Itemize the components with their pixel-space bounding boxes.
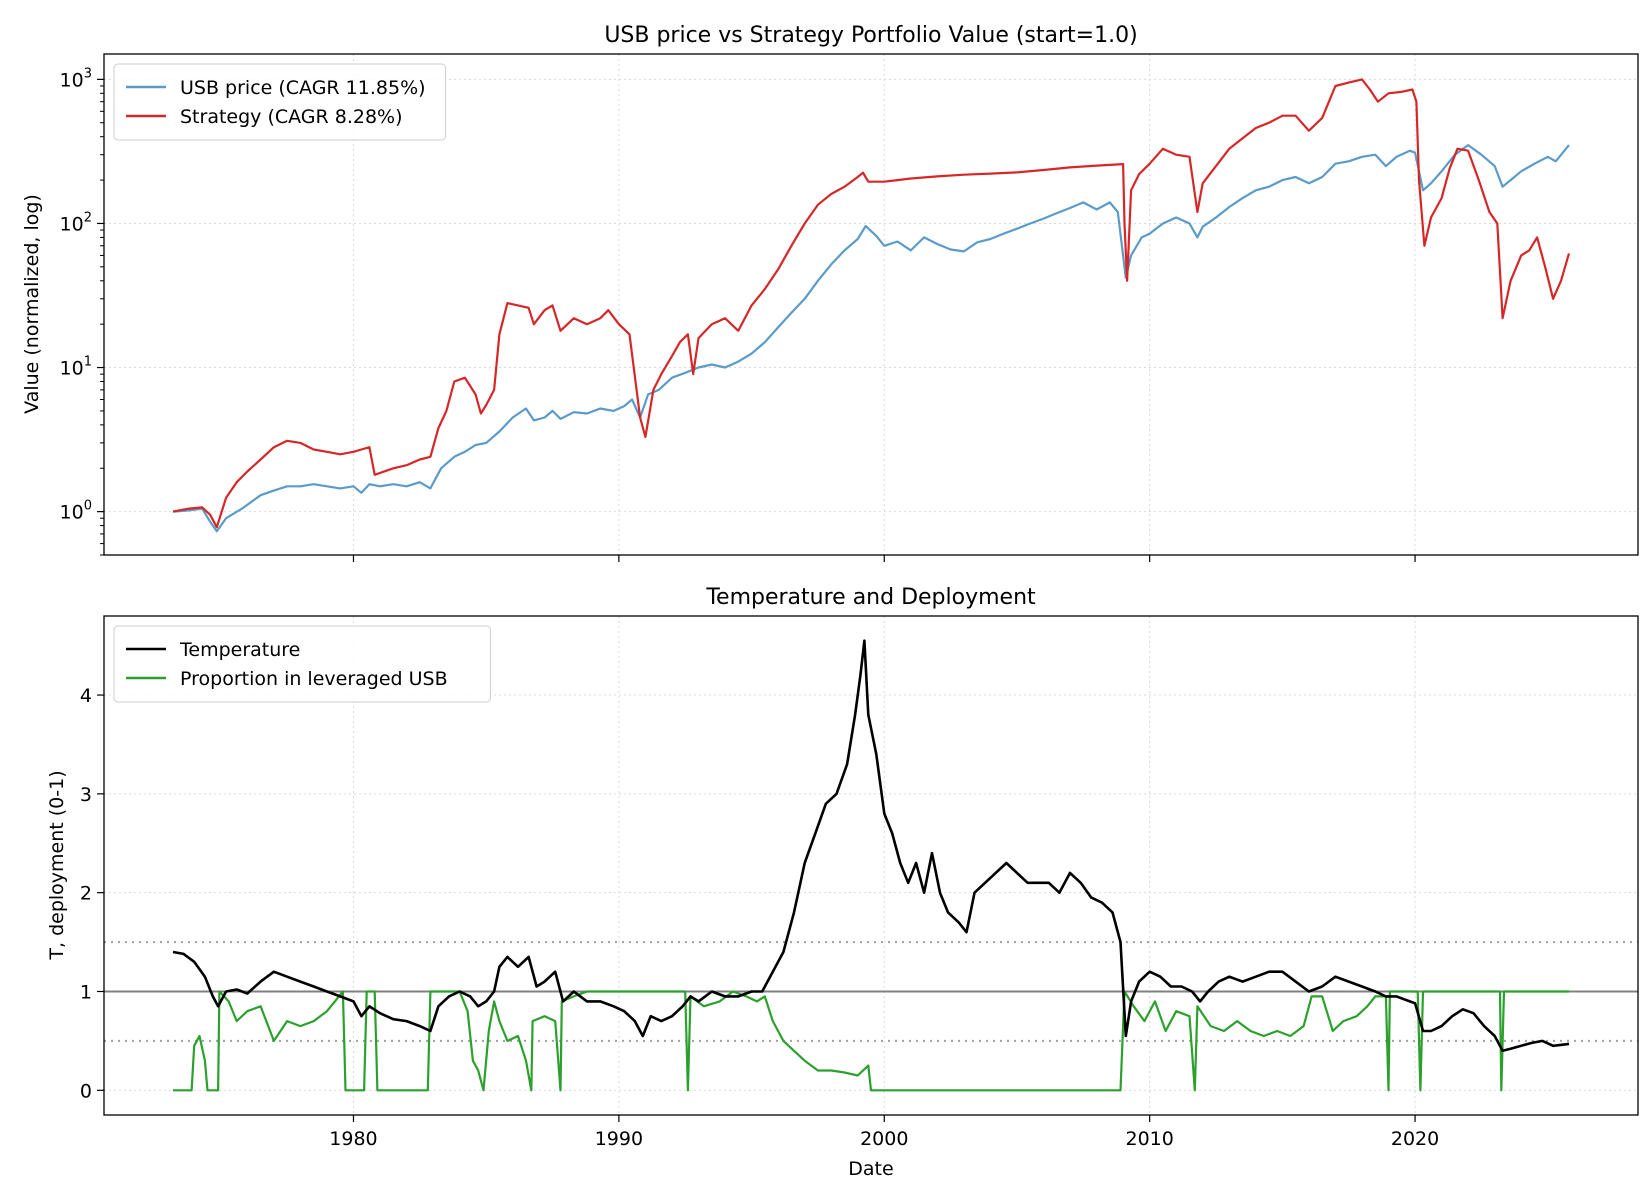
bottom-chart-y-axis-label: T, deployment (0-1) (46, 770, 68, 960)
top-chart-frame (103, 53, 1639, 556)
top-chart-y-axis-label: Value (normalized, log) (21, 194, 43, 414)
top-chart-title: USB price vs Strategy Portfolio Value (s… (604, 23, 1137, 48)
bottom-chart-legend-box (113, 625, 491, 703)
bottom-chart-y-tick-label: 0 (80, 1080, 92, 1102)
bottom-chart-panel: Temperature and Deployment 0 1 2 3 4 1980 199… (46, 585, 1639, 1180)
bottom-chart-x-axis-label: Date (848, 1158, 893, 1180)
bottom-chart-x-tick-label: 2010 (1125, 1128, 1173, 1150)
bottom-chart-reference-lines (104, 941, 1638, 1042)
top-chart-legend: USB price (CAGR 11.85%) Strategy (CAGR 8.… (113, 63, 447, 141)
top-chart-x-ticks (352, 555, 1416, 562)
bottom-chart-x-ticks: 1980 1990 2000 2010 2020 (329, 1115, 1439, 1150)
bottom-chart-x-tick-label: 1990 (595, 1128, 643, 1150)
top-chart-legend-label: USB price (CAGR 11.85%) (180, 77, 426, 99)
top-chart-y-tick-label: 103 (60, 66, 92, 91)
bottom-chart-y-tick-label: 4 (80, 685, 92, 707)
deployment-line (173, 990, 1569, 1092)
bottom-chart-x-tick-label: 2020 (1391, 1128, 1439, 1150)
bottom-chart-series (172, 639, 1570, 1092)
bottom-chart-y-tick-label: 1 (80, 981, 92, 1003)
top-chart-panel: USB price vs Strategy Portfolio Value (s… (21, 23, 1639, 562)
bottom-chart-legend-label: Temperature (179, 639, 300, 661)
top-chart-y-tick-label: 100 (60, 499, 92, 524)
bottom-chart-legend-label: Proportion in leveraged USB (180, 668, 448, 690)
top-chart-legend-label: Strategy (CAGR 8.28%) (180, 106, 403, 128)
bottom-chart-frame (103, 615, 1639, 1116)
top-chart-series (172, 78, 1571, 533)
bottom-chart-y-ticks: 0 1 2 3 4 (80, 685, 104, 1102)
top-chart-y-ticks: 100 101 102 103 (60, 66, 104, 556)
bottom-chart-legend: Temperature Proportion in leveraged USB (113, 625, 491, 703)
bottom-chart-x-tick-label: 1980 (329, 1128, 377, 1150)
top-chart-y-tick-label: 101 (60, 355, 92, 380)
bottom-chart-y-tick-label: 3 (80, 784, 92, 806)
top-chart-legend-box (113, 63, 447, 141)
usb-price-line (172, 144, 1570, 533)
strategy-line (172, 78, 1571, 529)
bottom-chart-y-tick-label: 2 (80, 883, 92, 905)
bottom-chart-title: Temperature and Deployment (705, 585, 1036, 610)
temperature-line (172, 639, 1570, 1053)
bottom-chart-x-tick-label: 2000 (860, 1128, 908, 1150)
top-chart-y-tick-label: 102 (60, 210, 92, 235)
